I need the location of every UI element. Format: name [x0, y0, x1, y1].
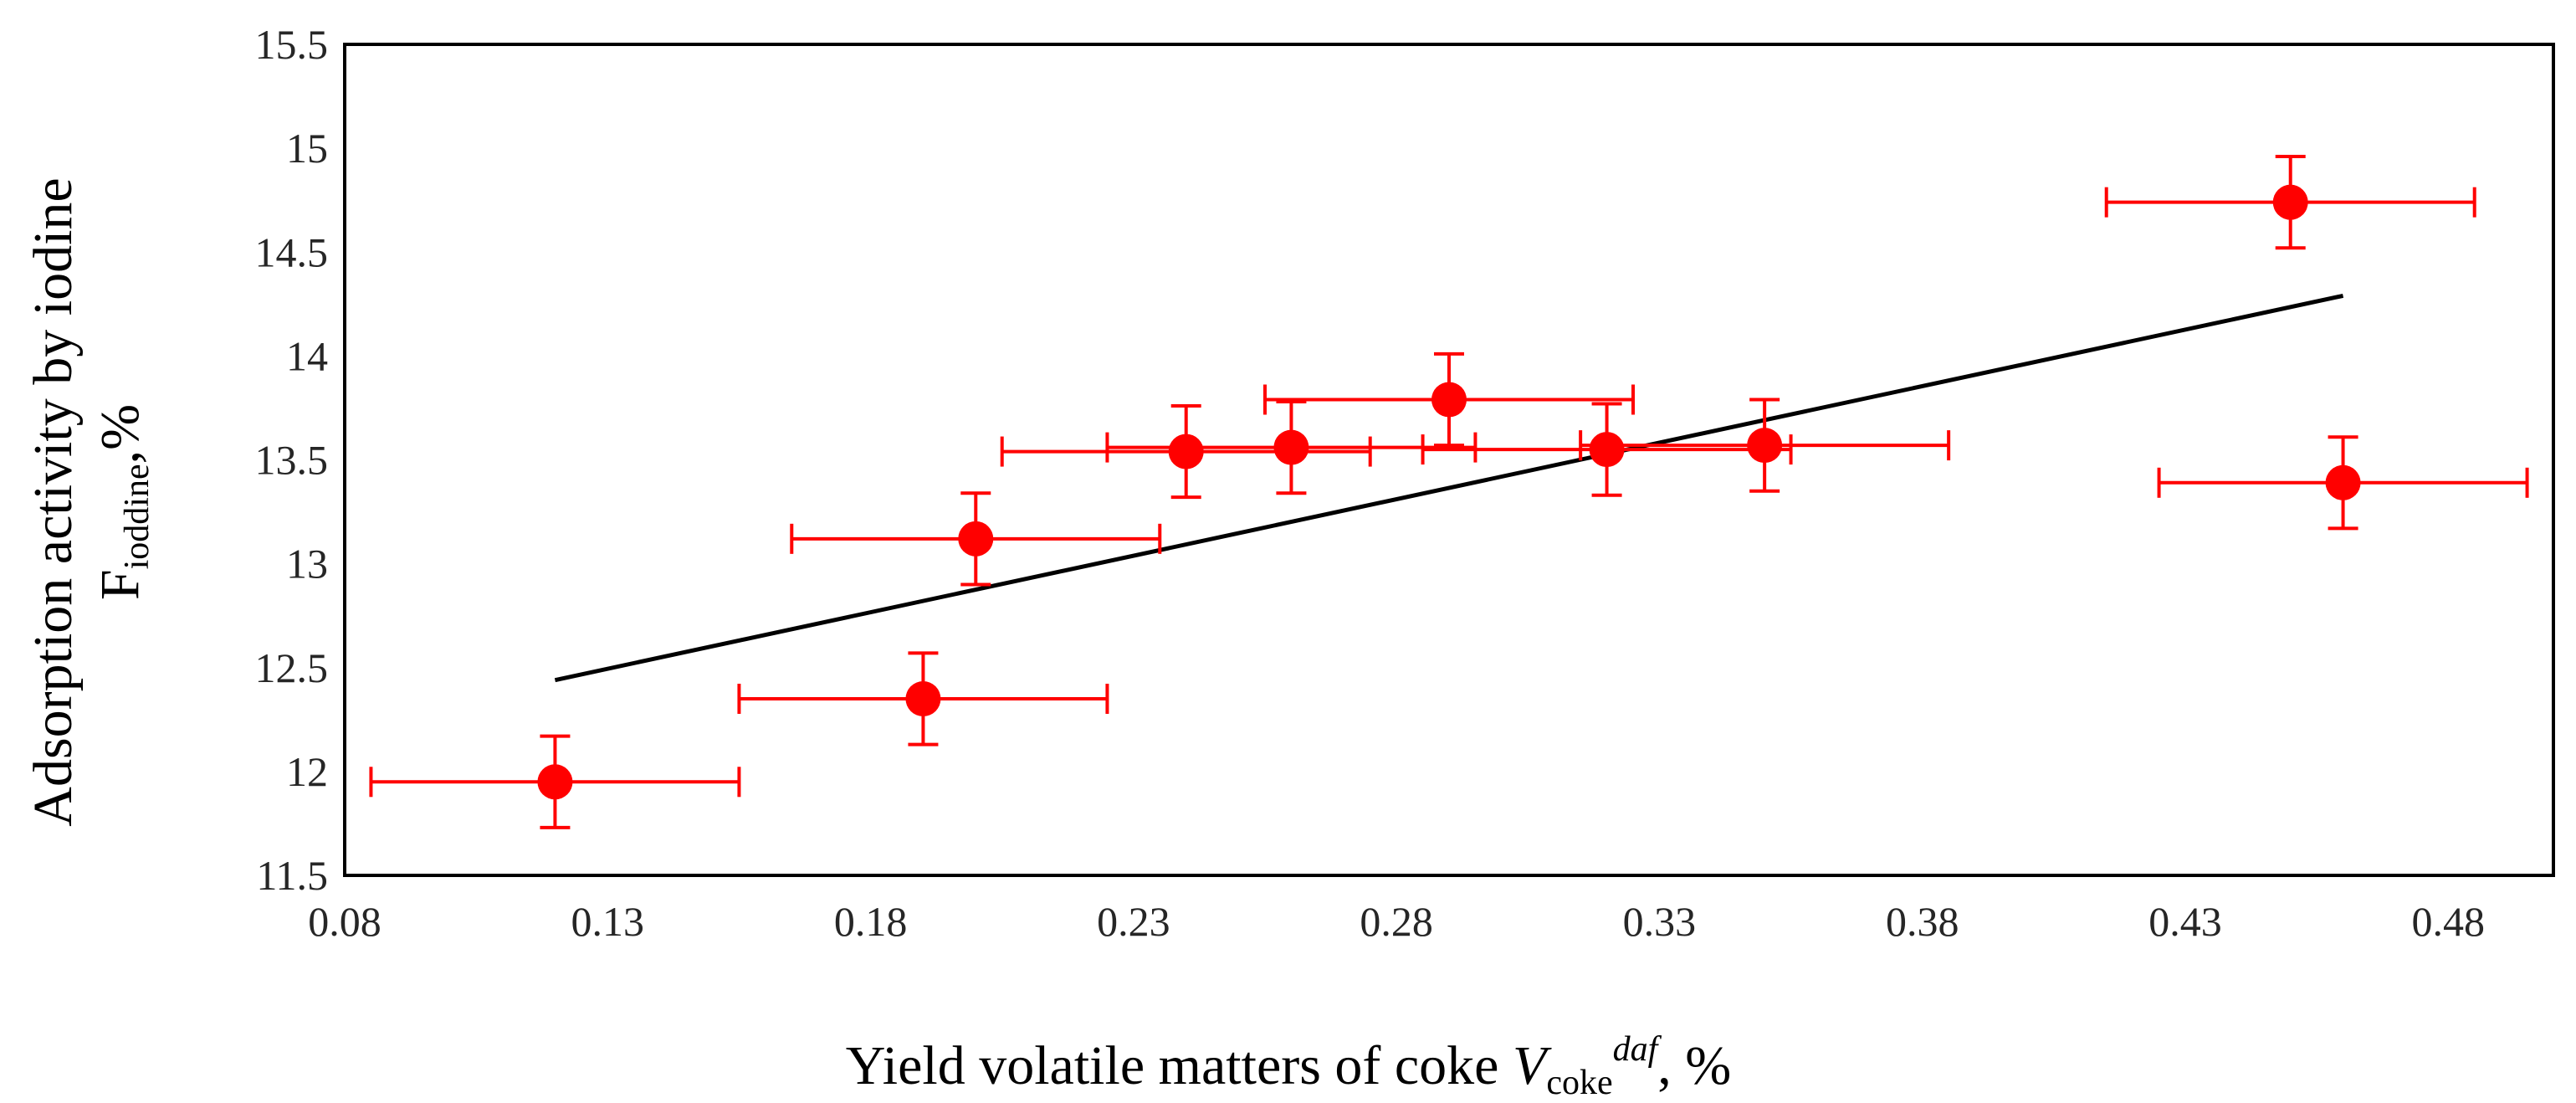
data-point-marker: [537, 764, 573, 800]
y-tick-label: 14.5: [255, 228, 329, 275]
y-tick-label: 13.5: [255, 437, 329, 484]
x-tick-label: 0.18: [834, 898, 908, 945]
x-tick-label: 0.13: [571, 898, 645, 945]
y-tick-label: 13: [286, 541, 328, 587]
data-point-marker: [958, 521, 994, 557]
data-point-marker: [1431, 382, 1467, 418]
y-tick-label: 11.5: [256, 852, 328, 899]
y-axis-label-line2-group: Fioddine,%: [90, 404, 156, 600]
y-axis-label-line1-group: Adsorption activity by iodine: [23, 177, 84, 826]
x-axis-label-text: Yield volatile matters of coke: [846, 1035, 1513, 1096]
data-point: [2104, 155, 2476, 250]
y-axis-label-line2: Fioddine,%: [90, 404, 156, 600]
y-axis-label-suffix: ,%: [90, 404, 151, 464]
x-tick-label: 0.48: [2412, 898, 2486, 945]
y-tick-labels: 11.5 12 12.5 13 13.5 14 14.5 15 15.5: [255, 21, 329, 899]
data-point-marker: [1168, 434, 1204, 469]
data-point: [1579, 398, 1951, 493]
data-point-marker: [2325, 464, 2361, 500]
x-tick-label: 0.28: [1360, 898, 1433, 945]
y-axis-label-subscript: ioddine: [118, 464, 156, 569]
data-point: [2157, 435, 2529, 531]
data-point: [790, 491, 1162, 587]
x-tick-label: 0.43: [2148, 898, 2222, 945]
plot-area-frame: [343, 43, 2555, 877]
data-point-marker: [1747, 428, 1783, 464]
x-tick-label: 0.38: [1886, 898, 1959, 945]
data-point: [1000, 403, 1372, 500]
x-axis-label: Yield volatile matters of coke Vcokedaf,…: [846, 1030, 1732, 1102]
data-point: [1421, 402, 1793, 497]
y-tick-label: 12: [286, 748, 328, 795]
y-tick-label: 15.5: [255, 21, 329, 68]
y-axis-label-line1: Adsorption activity by iodine: [23, 177, 84, 826]
x-axis-label-suffix: , %: [1657, 1035, 1731, 1096]
data-point: [737, 651, 1109, 746]
x-tick-labels: 0.08 0.13 0.18 0.23 0.28 0.33 0.38 0.43 0.48: [308, 898, 2485, 945]
y-axis-label-symbol: F: [90, 569, 151, 600]
y-tick-label: 14: [286, 332, 328, 379]
x-tick-label: 0.23: [1097, 898, 1170, 945]
data-point: [1105, 399, 1477, 495]
data-point-marker: [1273, 429, 1309, 465]
data-point: [369, 734, 741, 829]
data-point-marker: [1589, 432, 1625, 468]
x-tick-label: 0.33: [1623, 898, 1697, 945]
data-point-marker: [2272, 184, 2308, 220]
y-tick-label: 12.5: [255, 644, 329, 691]
data-point: [1263, 351, 1635, 448]
data-points: [369, 155, 2529, 829]
x-axis-label-symbol: V: [1513, 1035, 1552, 1096]
x-axis-label-subscript: coke: [1546, 1064, 1612, 1102]
y-tick-label: 15: [286, 125, 328, 172]
x-axis-label-superscript: daf: [1613, 1030, 1662, 1069]
x-tick-label: 0.08: [308, 898, 382, 945]
trendline: [554, 293, 2344, 683]
data-point-marker: [905, 680, 941, 716]
